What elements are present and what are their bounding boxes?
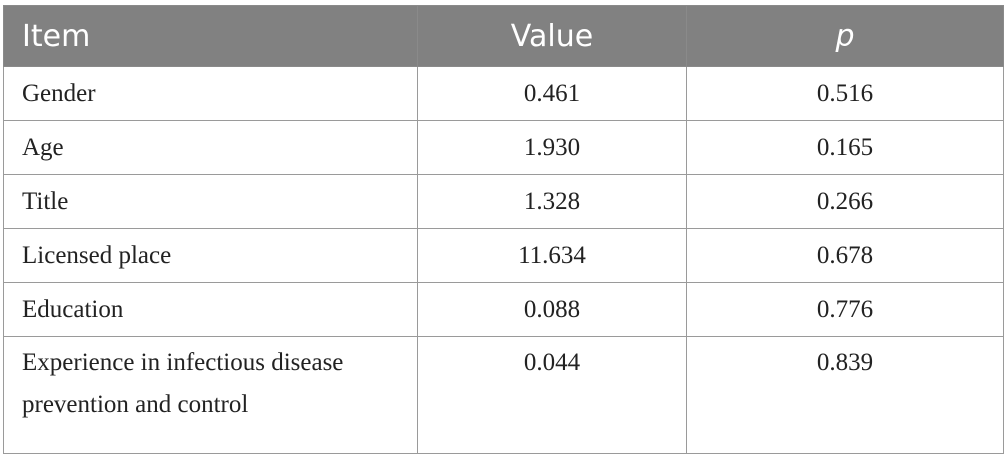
header-p: p: [686, 5, 1004, 67]
table-row: Age 1.930 0.165: [3, 120, 1004, 175]
table-row: Title 1.328 0.266: [3, 174, 1004, 229]
row-p: 0.678: [686, 228, 1004, 283]
row-value: 0.088: [417, 282, 687, 337]
row-value: 1.328: [417, 174, 687, 229]
row-value: 0.461: [417, 66, 687, 121]
row-value: 1.930: [417, 120, 687, 175]
table-row: Education 0.088 0.776: [3, 282, 1004, 337]
row-p: 0.266: [686, 174, 1004, 229]
row-p: 0.776: [686, 282, 1004, 337]
header-row: Item Value p: [3, 5, 1004, 67]
row-value: 0.044: [417, 336, 687, 454]
table-row: Licensed place 11.634 0.678: [3, 228, 1004, 283]
row-item: Gender: [3, 66, 418, 121]
row-item: Education: [3, 282, 418, 337]
table-row: Gender 0.461 0.516: [3, 66, 1004, 121]
row-item: Age: [3, 120, 418, 175]
row-p: 0.165: [686, 120, 1004, 175]
data-table: Item Value p Gender 0.461 0.516 Age 1.93…: [3, 5, 1004, 454]
row-p: 0.839: [686, 336, 1004, 454]
table-row: Experience in infectious disease prevent…: [3, 336, 1004, 454]
header-item: Item: [3, 5, 418, 67]
row-item: Licensed place: [3, 228, 418, 283]
header-value: Value: [417, 5, 687, 67]
row-item: Title: [3, 174, 418, 229]
row-p: 0.516: [686, 66, 1004, 121]
row-value: 11.634: [417, 228, 687, 283]
row-item: Experience in infectious disease prevent…: [3, 336, 418, 454]
